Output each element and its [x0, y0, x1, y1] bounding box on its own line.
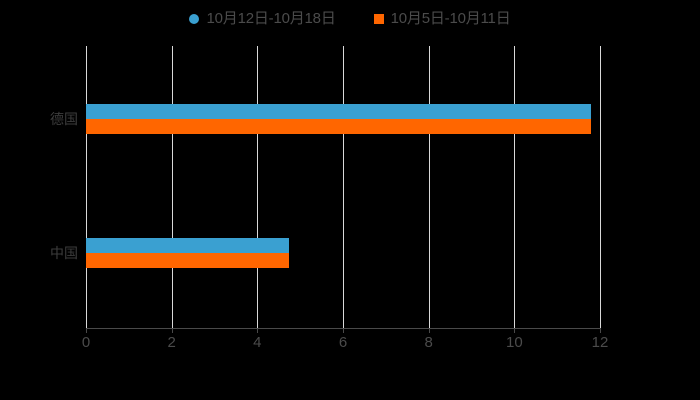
gridline-x-1	[171, 46, 173, 328]
legend-label-series-2: 10月5日-10月11日	[390, 10, 511, 27]
plot-area	[86, 46, 601, 328]
x-tick-label-6: 12	[591, 334, 609, 351]
bar-德国-series-1[interactable]	[86, 104, 592, 119]
y-axis-category-label-0: 德国	[50, 111, 78, 127]
gridline-x-6	[600, 46, 601, 328]
x-tick-label-2: 4	[253, 334, 262, 351]
legend-square-marker-icon	[373, 14, 384, 24]
bar-中国-series-2[interactable]	[86, 253, 290, 268]
legend-circle-marker-icon	[189, 14, 200, 24]
x-tick-1	[171, 328, 173, 333]
legend-item-series-2[interactable]: 10月5日-10月11日	[373, 8, 511, 30]
chart-legend: 10月12日-10月18日 10月5日-10月11日	[0, 8, 700, 30]
x-tick-6	[600, 328, 601, 333]
legend-item-series-1[interactable]: 10月12日-10月18日	[189, 8, 336, 30]
x-tick-3	[343, 328, 344, 333]
legend-label-series-1: 10月12日-10月18日	[206, 10, 336, 27]
x-tick-5	[514, 328, 516, 333]
gridline-x-3	[343, 46, 344, 328]
gridline-x-0	[86, 46, 87, 328]
gridline-x-5	[514, 46, 516, 328]
x-tick-4	[428, 328, 430, 333]
bar-德国-series-2[interactable]	[86, 119, 592, 134]
x-tick-label-3: 6	[338, 334, 348, 351]
y-axis-category-label-1: 中国	[50, 245, 78, 261]
x-tick-2	[257, 328, 259, 333]
x-tick-label-1: 2	[167, 334, 176, 351]
x-tick-label-0: 0	[81, 334, 91, 351]
x-tick-label-4: 8	[424, 334, 433, 351]
gridline-x-2	[257, 46, 259, 328]
x-tick-label-5: 10	[505, 334, 523, 351]
x-tick-0	[86, 328, 87, 333]
bar-中国-series-1[interactable]	[86, 238, 290, 253]
gridline-x-4	[428, 46, 430, 328]
